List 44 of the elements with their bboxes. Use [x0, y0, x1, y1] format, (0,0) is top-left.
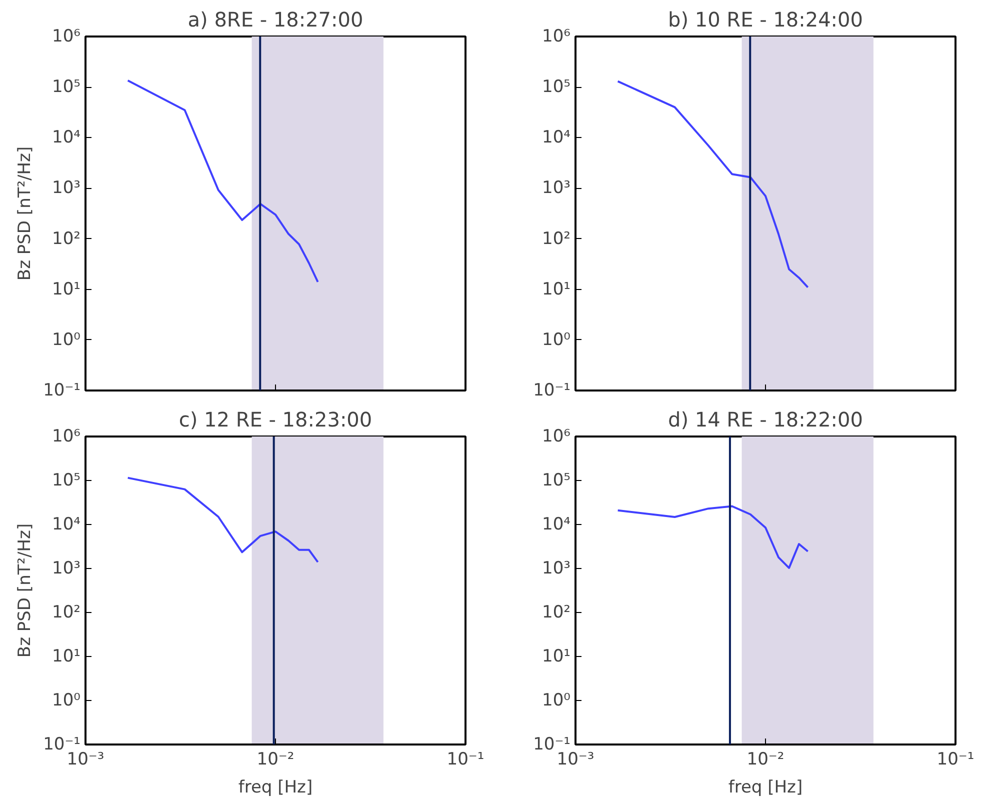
y-tick-label: 10⁴ [52, 514, 81, 534]
chart-title: d) 14 RE - 18:22:00 [668, 408, 863, 432]
x-tick-label: 10⁻² [746, 750, 784, 770]
y-tick-label: 10¹ [52, 279, 81, 300]
x-axis-title: freq [Hz] [728, 778, 803, 798]
y-tick-label: 10³ [542, 178, 571, 198]
y-tick-label: 10⁰ [52, 330, 81, 350]
x-axis-title: freq [Hz] [238, 778, 313, 798]
y-axis-title: Bz PSD [nT²/Hz] [15, 146, 36, 281]
y-tick-label: 10⁴ [542, 514, 571, 534]
chart-title: c) 12 RE - 18:23:00 [178, 408, 372, 432]
y-tick-label: 10⁰ [542, 330, 571, 350]
y-tick-label: 10⁵ [52, 470, 81, 490]
y-tick-label: 10⁻¹ [533, 380, 570, 400]
y-tick-label: 10⁴ [542, 128, 571, 148]
y-tick-label: 10³ [52, 558, 81, 578]
y-tick-label: 10¹ [542, 279, 571, 300]
y-tick-label: 10³ [542, 558, 571, 578]
x-tick-label: 10⁻¹ [936, 750, 974, 770]
x-tick-label: 10⁻² [256, 750, 294, 770]
x-tick-label: 10⁻³ [66, 750, 104, 770]
y-tick-label: 10⁵ [542, 470, 571, 490]
x-tick-label: 10⁻¹ [446, 750, 484, 770]
y-tick-label: 10² [542, 228, 571, 249]
y-axis-title: Bz PSD [nT²/Hz] [15, 523, 36, 658]
y-tick-label: 10⁶ [542, 26, 571, 46]
chart-title: a) 8RE - 18:27:00 [188, 8, 364, 32]
x-tick-label: 10⁻³ [556, 750, 594, 770]
y-tick-label: 10² [52, 602, 81, 622]
y-tick-label: 10⁵ [52, 77, 81, 98]
y-tick-label: 10⁰ [52, 690, 81, 710]
y-tick-label: 10⁵ [542, 77, 571, 98]
y-tick-label: 10⁴ [52, 128, 81, 148]
y-tick-label: 10⁶ [542, 426, 571, 446]
y-tick-label: 10⁶ [52, 426, 81, 446]
y-tick-label: 10⁰ [542, 690, 571, 710]
y-tick-label: 10¹ [542, 646, 571, 666]
y-tick-label: 10³ [52, 178, 81, 198]
y-tick-label: 10⁻¹ [43, 380, 80, 400]
y-tick-label: 10⁶ [52, 26, 81, 46]
y-tick-label: 10² [542, 602, 571, 622]
y-tick-label: 10¹ [52, 646, 81, 666]
chart-title: b) 10 RE - 18:24:00 [668, 8, 863, 32]
y-tick-label: 10² [52, 228, 81, 249]
